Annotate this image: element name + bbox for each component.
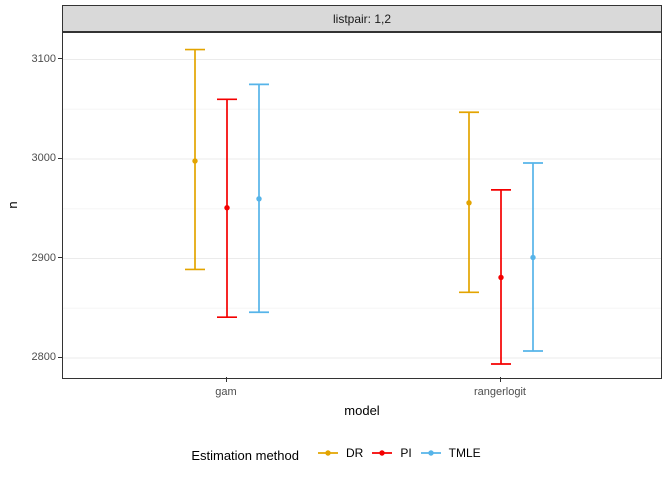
y-tick-label: 3100 [31,52,56,65]
x-tick-mark [225,377,227,382]
y-tick-mark [58,356,62,358]
y-tick-mark [58,257,62,258]
facet-strip: listpair: 1,2 [62,5,662,32]
legend-title: Estimation method [191,447,299,463]
legend-label-TMLE: TMLE [448,445,481,460]
y-tick-label: 2800 [31,351,56,363]
point-estimate-TMLE-gam [256,196,262,202]
legend: Estimation method DR PI TMLE [0,443,672,467]
legend-entry-TMLE: TMLE [420,446,481,460]
facet-strip-label: listpair: 1,2 [332,11,392,26]
y-tick-label: 2900 [31,251,56,264]
legend-key-icon-PI [372,449,393,456]
x-tick-label: gam [215,386,237,398]
point-estimate-TMLE-rangerlogit [530,254,536,261]
y-tick-label: 3000 [31,152,56,164]
point-estimate-PI-rangerlogit [498,274,504,281]
legend-label-DR: DR [345,445,364,460]
legend-entry-DR: DR [317,446,363,460]
y-axis-title: n [5,201,20,209]
point-estimate-DR-gam [192,158,198,164]
y-tick-mark [58,58,62,59]
y-tick-mark [58,157,62,159]
legend-key-icon-DR [317,449,338,456]
x-tick-mark [499,377,501,382]
legend-entries: DR PI TMLE [309,446,481,465]
legend-label-PI: PI [400,445,412,460]
point-estimate-DR-rangerlogit [466,200,472,206]
legend-entry-PI: PI [371,445,412,460]
plot-area-svg [63,48,661,365]
x-axis-title: model [344,403,380,418]
plot-panel [62,32,662,379]
point-estimate-PI-gam [224,205,230,211]
x-tick-label: rangerlogit [474,386,526,398]
legend-key-icon-TMLE [420,449,441,456]
